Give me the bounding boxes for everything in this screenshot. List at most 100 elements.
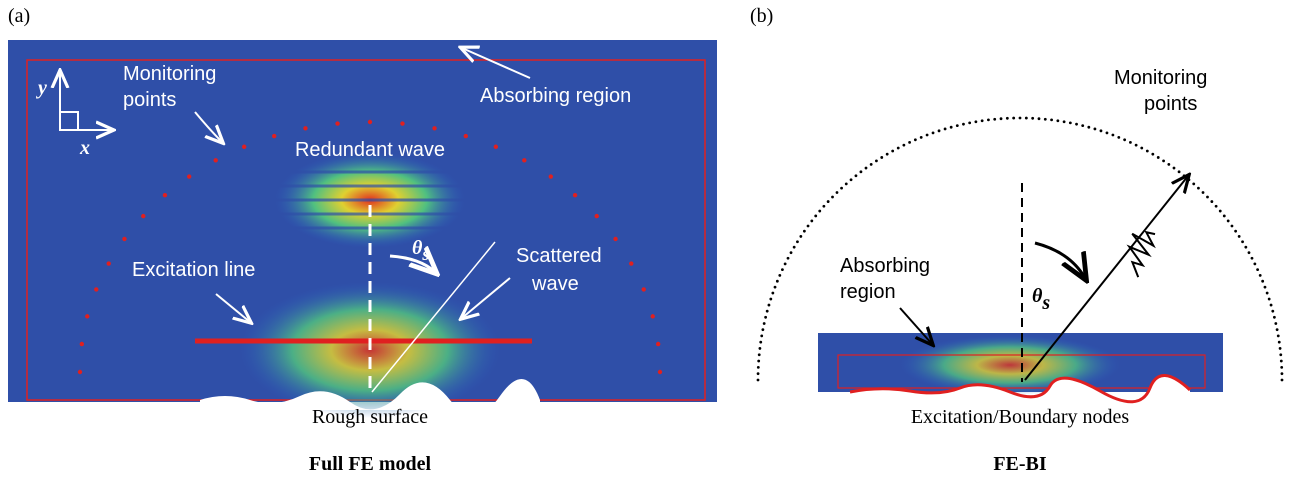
dot [769,298,772,301]
dot [1157,156,1160,159]
dot [974,120,977,123]
dot [656,342,660,346]
dot [818,210,821,213]
dot [1266,292,1269,295]
dot [549,174,553,178]
absorbing-label: Absorbing region [480,85,631,107]
dot [1006,117,1009,120]
dot [1081,124,1084,127]
figure: (a) y x Monitoringpoints Absorbing regio… [0,0,1304,479]
dot [865,167,868,170]
dot [764,316,767,319]
dot [1056,119,1059,122]
dot [781,268,784,271]
dot [902,144,905,147]
excitation-label: Excitation line [132,259,255,281]
dot [1280,360,1283,363]
dot [776,280,779,283]
dot [787,257,790,260]
dot [1238,235,1241,238]
dot [78,370,82,374]
dot [1277,334,1280,337]
dot [1273,316,1276,319]
dot [400,121,404,125]
dot [573,193,577,197]
dot [1280,366,1283,369]
dot [850,178,853,181]
dot [1162,159,1165,162]
angle-label: θs [1032,285,1050,314]
dot [1231,225,1234,228]
dot [1251,257,1254,260]
dot [1135,144,1138,147]
dot [1253,262,1256,265]
wave-packet [1113,223,1166,277]
dot [763,322,766,325]
dot [642,287,646,291]
dot [827,200,830,203]
dot [860,170,863,173]
dot [1274,322,1277,325]
dot [932,131,935,134]
dot [1069,121,1072,124]
dot [335,121,339,125]
dot [875,159,878,162]
dot [981,119,984,122]
dot [759,347,762,350]
dot [658,370,662,374]
dot [886,153,889,156]
dot [522,158,526,162]
dot [1206,196,1209,199]
dot [1140,147,1143,150]
dot [187,174,191,178]
axis-x: x [79,137,90,159]
surface-label: Rough surface [312,406,428,428]
dot [1038,117,1041,120]
dot [1241,240,1244,243]
dot [1025,117,1028,120]
dot [494,145,498,149]
dot [774,286,777,289]
dot [855,174,858,177]
dot [962,123,965,126]
dot [799,235,802,238]
dot [1106,131,1109,134]
dot [1146,150,1149,153]
dot [987,119,990,122]
dot [1281,372,1284,375]
dot [1219,210,1222,213]
angle-arrow [1035,243,1085,278]
dot [1223,215,1226,218]
dot [757,379,760,382]
dot [1268,298,1271,301]
dot [122,237,126,241]
dot [272,134,276,138]
dot [870,163,873,166]
dot [814,215,817,218]
dot [1151,153,1154,156]
dot [1129,141,1132,144]
dot [908,141,911,144]
dot [94,287,98,291]
dot [1044,118,1047,121]
dot [1087,126,1090,129]
dot [1279,347,1282,350]
panel-label: (b) [750,5,773,27]
dot [938,129,941,132]
dot [303,126,307,130]
dot [831,196,834,199]
dot [1000,117,1003,120]
dot [759,341,762,344]
dot [771,292,774,295]
dot [757,372,760,375]
dot [1050,119,1053,122]
caption: Full FE model [309,453,432,475]
dot [242,145,246,149]
dot [613,237,617,241]
dot [214,158,218,162]
dot [760,334,763,337]
dot [85,314,89,318]
dot [1012,117,1015,120]
dot [920,136,923,139]
